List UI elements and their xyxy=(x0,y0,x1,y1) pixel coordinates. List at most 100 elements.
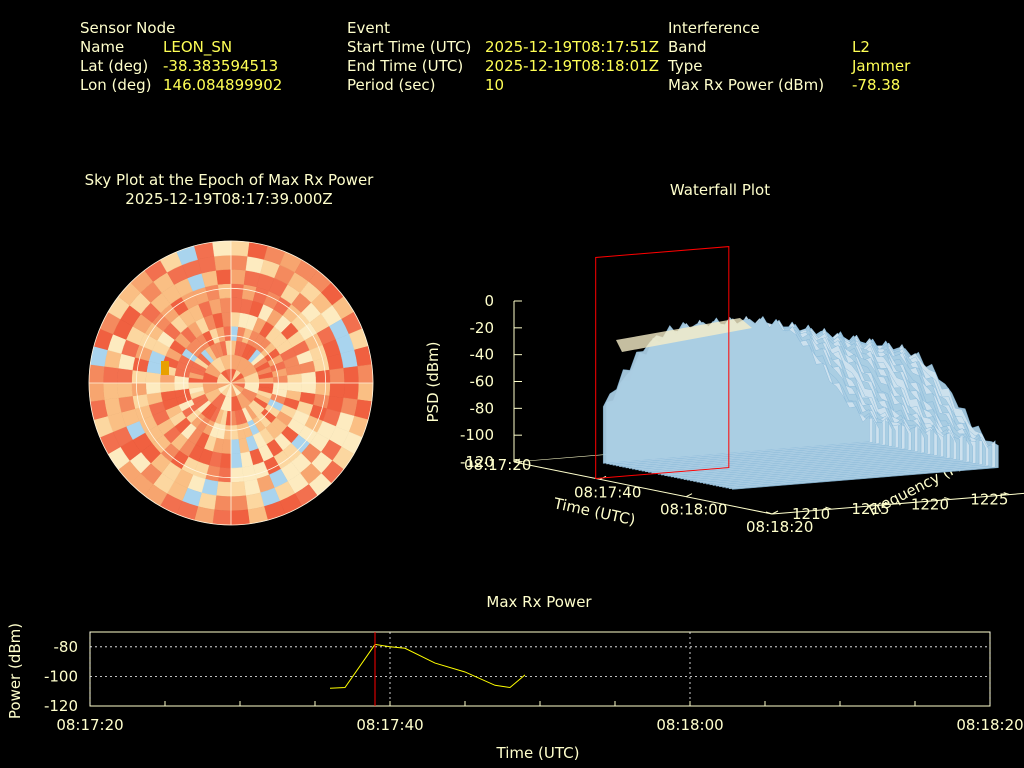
waterfall-z-tick-label: -20 xyxy=(470,319,495,337)
sky-cell xyxy=(145,382,161,395)
sky-cell xyxy=(131,382,147,397)
waterfall-freq-tick xyxy=(1003,492,1010,496)
power-chart-xlabel: Time (UTC) xyxy=(496,744,580,762)
sky-cell xyxy=(357,382,374,402)
sky-cell xyxy=(221,311,232,327)
sky-cell xyxy=(212,240,232,257)
interference-type-value: Jammer xyxy=(852,57,911,75)
sky-cell xyxy=(343,382,360,400)
power-y-tick-label: -120 xyxy=(44,697,78,715)
power-x-tick-label: 08:17:40 xyxy=(356,716,423,734)
event-end-label: End Time (UTC) xyxy=(347,57,464,75)
power-series-line xyxy=(329,643,526,689)
interference-title: Interference xyxy=(668,19,760,37)
waterfall-time-tick-label: 08:18:20 xyxy=(746,518,813,536)
waterfall-freq-tick xyxy=(825,506,832,510)
waterfall-freq-tick-label: 1210 xyxy=(792,505,830,523)
power-y-tick-label: -100 xyxy=(44,667,78,685)
sky-cell xyxy=(217,467,232,483)
power-x-tick-label: 08:17:20 xyxy=(56,716,123,734)
interference-band-value: L2 xyxy=(852,38,870,56)
sky-cell xyxy=(215,481,232,497)
sky-cell xyxy=(301,371,317,384)
waterfall-freq-axis xyxy=(771,492,1024,515)
sky-cell xyxy=(287,373,303,384)
event-end-value: 2025-12-19T08:18:01Z xyxy=(485,57,659,75)
sky-cell xyxy=(230,453,243,469)
interference-band-label: Band xyxy=(668,38,707,56)
sensor-lat-label: Lat (deg) xyxy=(80,57,149,75)
interference-power-label: Max Rx Power (dBm) xyxy=(668,76,825,94)
skyplot-subtitle: 2025-12-19T08:17:39.000Z xyxy=(125,190,333,208)
sky-cell xyxy=(230,254,248,271)
waterfall-time-tick xyxy=(685,493,693,498)
waterfall-z-tick-label: -100 xyxy=(460,426,494,444)
sensor-name-label: Name xyxy=(80,38,125,56)
sky-cell xyxy=(217,283,232,299)
sensor-node-title: Sensor Node xyxy=(80,19,176,37)
waterfall-time-tick xyxy=(513,458,521,463)
event-start-label: Start Time (UTC) xyxy=(347,38,472,56)
sky-cell xyxy=(212,509,232,526)
event-start-value: 2025-12-19T08:17:51Z xyxy=(485,38,659,56)
waterfall-z-tick-label: -60 xyxy=(470,373,495,391)
sensor-lat-value: -38.383594513 xyxy=(163,57,279,75)
power-chart-title: Max Rx Power xyxy=(486,593,592,611)
power-x-tick-label: 08:18:20 xyxy=(956,716,1023,734)
sky-cell xyxy=(214,495,232,512)
waterfall-time-tick-label: 08:17:40 xyxy=(574,483,641,501)
sky-cell xyxy=(102,382,119,400)
waterfall-freq-tick-label: 1220 xyxy=(911,495,949,513)
waterfall-z-tick-label: -120 xyxy=(460,453,494,471)
event-period-value: 10 xyxy=(485,76,505,94)
interference-type-label: Type xyxy=(668,57,703,75)
sky-cell xyxy=(230,439,241,455)
waterfall-z-tick-label: -40 xyxy=(470,346,495,364)
sky-plot xyxy=(88,240,374,526)
sky-cell xyxy=(343,366,360,384)
sky-cell xyxy=(214,254,232,271)
sky-cell xyxy=(357,364,374,384)
waterfall-epoch-marker xyxy=(595,246,730,480)
sky-cell xyxy=(215,269,232,285)
event-title: Event xyxy=(347,19,390,37)
waterfall-freq-tick xyxy=(884,501,892,505)
sky-cell xyxy=(88,364,105,384)
waterfall-peak-band xyxy=(616,318,752,352)
sky-cell xyxy=(230,240,250,257)
power-plot-frame xyxy=(89,631,991,707)
sensor-lon-label: Lon (deg) xyxy=(80,76,152,94)
waterfall-time-tick xyxy=(771,510,779,515)
sky-cell xyxy=(230,495,248,512)
sky-cell xyxy=(219,297,232,313)
sky-cell xyxy=(230,481,247,497)
waterfall-z-tick-label: 0 xyxy=(484,292,494,310)
waterfall-time-tick-label: 08:17:20 xyxy=(464,456,531,474)
sky-cell xyxy=(329,367,345,384)
waterfall-plot: 0 -20 -40 -60 -80 -100 -120 PSD (dBm) 08:17:20 08… xyxy=(424,246,1024,536)
waterfall-z-tick-label: -80 xyxy=(470,399,495,417)
sky-cell xyxy=(315,382,331,397)
sky-cell xyxy=(131,369,147,384)
sky-cell xyxy=(117,382,133,399)
sensor-name-value: LEON_SN xyxy=(163,38,233,56)
waterfall-freq-tick xyxy=(944,496,951,500)
waterfall-title: Waterfall Plot xyxy=(669,181,771,199)
sky-cell xyxy=(159,382,175,393)
waterfall-freq-tick xyxy=(765,511,773,515)
waterfall-time-tick-label: 08:18:00 xyxy=(660,501,727,519)
waterfall-time-axis xyxy=(513,461,773,515)
sky-cell xyxy=(230,283,245,299)
sky-cell xyxy=(230,269,247,285)
waterfall-z-label: PSD (dBm) xyxy=(424,341,442,422)
interference-power-value: -78.38 xyxy=(852,76,901,94)
power-x-tick-label: 08:18:00 xyxy=(656,716,723,734)
waterfall-freq-tick-label: 1225 xyxy=(970,490,1008,508)
event-period-label: Period (sec) xyxy=(347,76,436,94)
sky-cell xyxy=(117,367,133,384)
power-y-tick-label: -80 xyxy=(54,638,79,656)
skyplot-title: Sky Plot at the Epoch of Max Rx Power xyxy=(84,171,374,189)
sky-cell xyxy=(230,467,245,483)
